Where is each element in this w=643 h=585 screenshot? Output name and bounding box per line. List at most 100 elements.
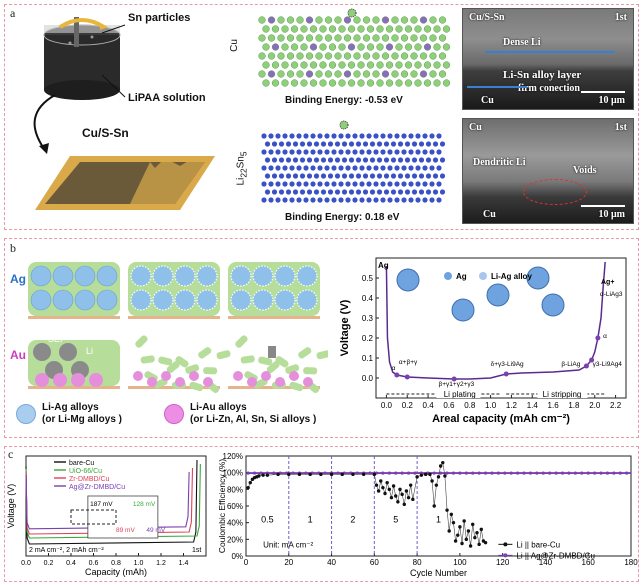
lattice-atom [317, 133, 323, 139]
lattice-atom [390, 141, 397, 147]
lattice-atom [313, 173, 320, 179]
lattice-atom [408, 197, 414, 203]
lattice-atom [369, 173, 376, 179]
lattice-atom [395, 79, 403, 87]
lattice-atom [262, 43, 270, 51]
lattice-atom [352, 181, 358, 187]
lattice-atom [425, 157, 432, 163]
lattice-atom [310, 133, 316, 139]
x-tick-label: 80 [413, 558, 422, 567]
lattice-atom [355, 141, 362, 147]
lattice-atom [357, 43, 365, 51]
ag-particle [30, 265, 52, 287]
lattice-atom [418, 173, 425, 179]
data-point-bare [432, 504, 436, 508]
li-dendrite-fragment [140, 355, 155, 364]
lattice-atom [414, 61, 422, 69]
lattice-atom [397, 157, 404, 163]
ag-particle [296, 265, 318, 287]
lattice-atom [348, 141, 355, 147]
lattice-atom [357, 79, 365, 87]
lattice-atom [343, 52, 352, 60]
data-point-bare [451, 520, 456, 525]
lattice-atom [320, 189, 327, 195]
x-tick-label: 40 [327, 558, 336, 567]
lattice-atom [397, 173, 404, 179]
legend-au-text: Li-Au alloys [190, 402, 247, 413]
y-tick-label: 0.5 [362, 274, 374, 283]
data-point-ag [291, 471, 295, 475]
lattice-atom [290, 43, 299, 51]
phase-label: γ3-Li9Ag4 [593, 361, 623, 368]
lattice-atom [381, 16, 390, 24]
x-tick-label: 1.2 [156, 560, 166, 567]
lattice-atom [338, 149, 344, 155]
y-tick-label: 100% [223, 469, 243, 478]
lattice-atom [289, 133, 295, 139]
data-point-ag [471, 471, 475, 475]
data-point-ag [509, 471, 513, 475]
data-point-bare [423, 472, 428, 477]
data-point-bare [453, 539, 458, 543]
lattice-atom [391, 34, 399, 42]
phase-marker [451, 376, 457, 382]
lattice-atom [315, 16, 323, 24]
x-tick-label: 0.0 [21, 560, 31, 567]
data-point-bare [379, 479, 383, 483]
lattice-atom [327, 173, 334, 179]
phase-marker [404, 374, 410, 380]
lattice-atom [419, 70, 428, 78]
lattice-atom [411, 189, 418, 195]
lattice-atom [355, 157, 362, 163]
lattice-atom [319, 43, 327, 51]
lattice-atom [366, 149, 372, 155]
lattice-atom [362, 189, 369, 195]
lattice-atom [355, 189, 362, 195]
lattice-atom [438, 70, 447, 78]
lattice-atom [267, 52, 276, 60]
lattice-atom [285, 157, 292, 163]
lattice-atom [422, 181, 428, 187]
scale-bar [581, 91, 625, 93]
data-point-bare [383, 491, 387, 496]
li-dendrite-fragment [303, 367, 318, 375]
data-point-ag [451, 471, 456, 475]
data-point-ag [323, 471, 327, 475]
lattice-atom [258, 52, 266, 60]
lattice-atom [334, 16, 342, 24]
lattice-atom [305, 52, 314, 60]
legend-text: UiO-66/Cu [69, 468, 102, 475]
lattice-atom [275, 133, 281, 139]
data-point-bare [404, 489, 409, 493]
lattice-atom [372, 34, 380, 42]
lattice-atom [422, 149, 428, 155]
data-point-bare [411, 497, 415, 502]
lattice-atom [432, 173, 439, 179]
x-axis-label: Capacity (mAh) [85, 567, 147, 577]
lattice-atom [442, 61, 451, 69]
au-particle [71, 373, 85, 387]
x-tick-label: 2.0 [589, 401, 601, 410]
lattice-atom [277, 70, 285, 78]
lattice-atom [362, 16, 371, 24]
lattice-atom [432, 189, 439, 195]
data-point-bare [265, 473, 270, 477]
ag-particle [52, 289, 74, 311]
coulombic-efficiency-chart: 0 20 40 60 80 100 120 140 160 1800%20%40%60%80%10… [218, 452, 638, 578]
au-particle [53, 373, 67, 387]
lattice-atom [366, 79, 375, 87]
lattice-atom [418, 189, 425, 195]
lattice-atom [394, 181, 400, 187]
au-particle [233, 371, 243, 381]
lattice-atom [381, 34, 390, 42]
lattice-atom [376, 61, 384, 69]
lattice-atom [400, 70, 409, 78]
data-point-bare [464, 537, 469, 542]
lattice-atom [433, 61, 441, 69]
x-tick-label: 2.2 [610, 401, 622, 410]
lattice-atom [401, 149, 407, 155]
lattice-atom [418, 141, 425, 147]
lattice-atom [309, 25, 318, 33]
lattice-atom [271, 173, 278, 179]
data-point-ag [483, 471, 488, 475]
